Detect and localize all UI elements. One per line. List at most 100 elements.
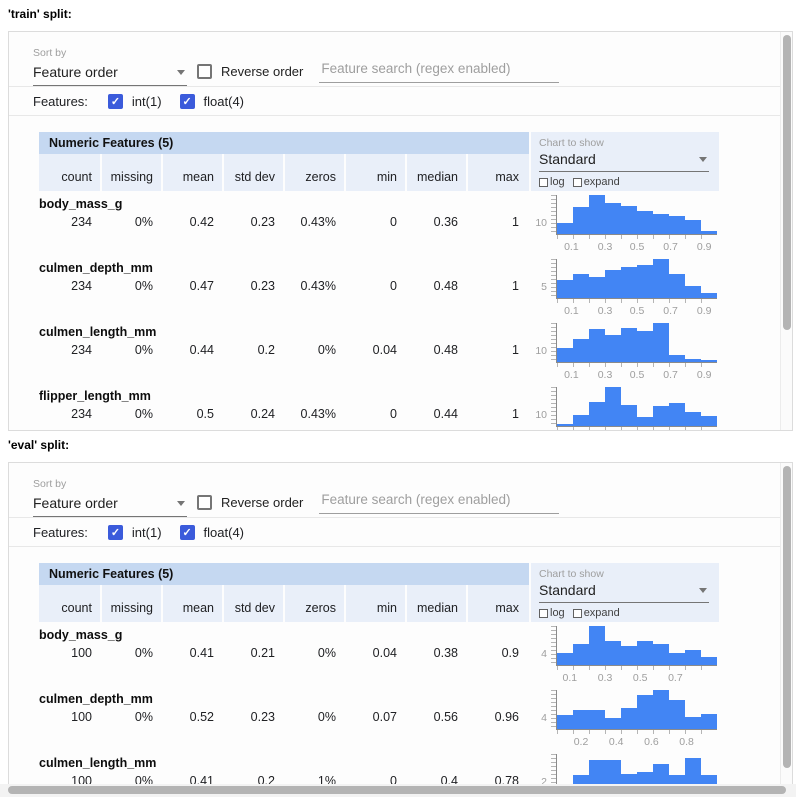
reverse-order-checkbox[interactable] — [197, 64, 212, 79]
histogram-bar — [621, 327, 637, 362]
log-checkbox[interactable] — [539, 177, 548, 187]
stat-value: 0.24 — [250, 407, 275, 421]
features-label: Features: — [33, 524, 88, 540]
histogram-bar — [589, 276, 605, 298]
stat-value: 0.2 — [257, 343, 275, 357]
stat-value: 0.42 — [189, 215, 214, 229]
x-axis-tick-label: 0.7 — [663, 305, 678, 317]
y-axis — [551, 195, 557, 235]
feature-name: culmen_depth_mm — [39, 261, 153, 275]
histogram-bar — [685, 412, 701, 426]
chevron-down-icon — [177, 500, 185, 506]
feature-name: body_mass_g — [39, 628, 123, 642]
table-row: culmen_depth_mm 100 0% 0.52 0.23 0% 0.07 0.56 0.… — [39, 686, 529, 750]
horizontal-scrollbar-thumb[interactable] — [8, 786, 786, 794]
stat-value: 0.23 — [250, 710, 275, 724]
y-axis — [551, 754, 557, 794]
histogram-bar — [653, 213, 669, 234]
float-label: float(4) — [203, 524, 245, 540]
x-axis-tick-label: 0.6 — [644, 736, 659, 748]
int-label: int(1) — [131, 524, 162, 540]
chart-type-dropdown[interactable]: Standard — [539, 582, 709, 603]
vertical-scrollbar[interactable] — [780, 32, 792, 430]
table-row: body_mass_g 100 0% 0.41 0.21 0% 0.04 0.38 0.9 — [39, 622, 529, 686]
histogram-bar — [701, 230, 717, 234]
x-axis-tick-label: 0.9 — [696, 305, 712, 317]
numeric-features-table: Numeric Features (5) count missing mean std… — [39, 563, 529, 796]
reverse-order-control: Reverse order — [197, 64, 303, 79]
table-body: body_mass_g 100 0% 0.41 0.21 0% 0.04 0.38 0.9 cul… — [39, 622, 529, 796]
feature-search-input[interactable] — [319, 61, 560, 83]
x-axis — [557, 427, 717, 430]
horizontal-scrollbar[interactable] — [0, 784, 796, 797]
histogram-bars — [557, 387, 717, 427]
table-title: Numeric Features (5) — [39, 563, 529, 585]
histogram-bar — [557, 348, 573, 362]
feature-histogram: 10 0.1 0.3 0.5 0.7 0.9 — [531, 191, 719, 255]
column-header: missing — [100, 585, 161, 622]
features-label: Features: — [33, 93, 88, 109]
column-header: count — [61, 170, 92, 184]
histogram-bar — [605, 640, 621, 665]
int-checkbox[interactable] — [107, 524, 123, 540]
histogram-bar — [685, 220, 701, 234]
histogram-bar — [605, 387, 621, 426]
float-label: float(4) — [203, 93, 245, 109]
stat-value: 0.04 — [372, 343, 397, 357]
histogram-bar — [701, 657, 717, 665]
chart-to-show-box: Chart to show Standard log — [531, 132, 719, 191]
column-header: mean — [161, 585, 222, 622]
x-axis-tick-labels: 0.1 0.3 0.5 0.7 0.9 — [557, 367, 717, 381]
stat-value: 0.21 — [250, 646, 275, 660]
vertical-scrollbar[interactable] — [780, 463, 792, 796]
x-axis-tick-label: 0.3 — [597, 305, 613, 317]
stat-value: 0.41 — [189, 646, 214, 660]
vertical-scrollbar-thumb[interactable] — [783, 466, 791, 768]
log-checkbox[interactable] — [539, 608, 548, 618]
int-checkbox[interactable] — [107, 93, 123, 109]
feature-type-filter-int: int(1) — [107, 93, 162, 109]
histogram-bar — [621, 266, 637, 298]
value-cells: 234 0% 0.47 0.23 0.43% 0 0.48 1 — [39, 279, 529, 293]
sort-by-dropdown[interactable]: Sort by Feature order — [33, 478, 187, 517]
histogram-bar — [589, 401, 605, 426]
histogram-plot: 0.10.30.50.70.9 — [557, 387, 717, 430]
x-axis-tick-labels: 0.1 0.3 0.5 0.7 — [557, 670, 717, 684]
histogram-bar — [669, 273, 685, 298]
x-axis-tick-label: 0.7 — [663, 241, 678, 253]
histogram-bar — [701, 714, 717, 729]
table-body: body_mass_g 234 0% 0.42 0.23 0.43% 0 0.36 1 culme… — [39, 191, 529, 430]
expand-checkbox[interactable] — [572, 177, 582, 187]
y-axis-tick-label: 4 — [541, 712, 547, 724]
expand-checkbox[interactable] — [572, 608, 582, 618]
stat-value: 0.07 — [372, 710, 397, 724]
value-cells: 100 0% 0.52 0.23 0% 0.07 0.56 0.96 — [39, 710, 529, 724]
stat-value: 0 — [390, 279, 397, 293]
column-headers: count missing mean std dev zeros min median max — [39, 154, 529, 191]
stat-value: 0.04 — [372, 646, 397, 660]
vertical-scrollbar-thumb[interactable] — [783, 35, 791, 330]
column-header: min — [344, 585, 405, 622]
x-axis-tick-label: 0.5 — [629, 241, 645, 253]
float-checkbox[interactable] — [179, 93, 195, 109]
stat-value: 100 — [71, 710, 92, 724]
table-row: flipper_length_mm 234 0% 0.5 0.24 0.43% 0 0.44 1 — [39, 383, 529, 430]
column-header: mean — [161, 154, 222, 191]
histogram-bar — [653, 405, 669, 426]
histogram-bars — [557, 323, 717, 363]
histogram-bar — [557, 715, 573, 729]
histogram-bars — [557, 626, 717, 666]
chart-type-dropdown[interactable]: Standard — [539, 151, 709, 172]
x-axis — [557, 363, 717, 367]
y-axis — [551, 259, 557, 299]
reverse-order-checkbox[interactable] — [197, 495, 212, 510]
stat-value: 0% — [317, 343, 336, 357]
float-checkbox[interactable] — [179, 524, 195, 540]
stat-value: 0% — [317, 646, 336, 660]
x-axis-tick-label: 0.1 — [564, 241, 579, 253]
feature-search-input[interactable] — [319, 492, 560, 514]
histogram-bar — [573, 338, 589, 362]
sort-by-dropdown[interactable]: Sort by Feature order — [33, 47, 187, 86]
chart-options: log expand — [539, 176, 709, 188]
histogram-bar — [557, 653, 573, 665]
